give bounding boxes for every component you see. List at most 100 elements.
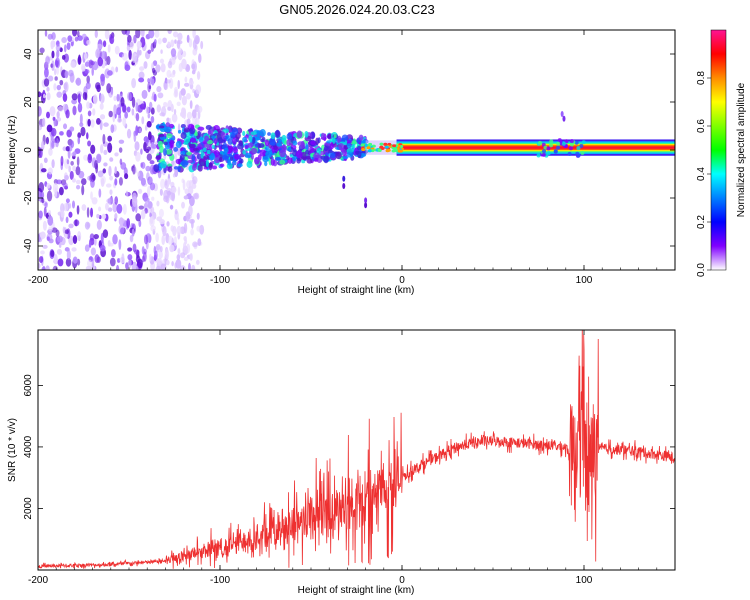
spectrogram-blob xyxy=(197,126,205,131)
spectrogram-blob xyxy=(144,124,148,131)
spectrogram-blob xyxy=(111,249,116,258)
spectrogram-blob xyxy=(160,178,166,190)
spectrogram-blob xyxy=(333,133,337,139)
spectrogram-blob xyxy=(64,232,68,239)
spectrogram-blob xyxy=(44,67,49,78)
spectrogram-blob xyxy=(112,111,116,123)
spectrogram-blob xyxy=(183,195,189,200)
spectrogram-blob xyxy=(157,92,164,99)
spectrogram-blob xyxy=(48,238,54,244)
spectrogram-blob xyxy=(579,143,584,148)
spectrogram-blob xyxy=(90,119,95,128)
spectrogram-blob xyxy=(60,210,65,218)
spectrogram-blob xyxy=(96,43,103,50)
spectrogram-blob xyxy=(76,156,80,167)
spectrogram-blob xyxy=(217,137,224,144)
spectrogram-blob xyxy=(196,225,201,232)
spectrogram-blob xyxy=(63,202,69,212)
spectrogram-blob xyxy=(68,211,73,218)
spectrogram-blob xyxy=(166,221,170,227)
spectrogram-blob xyxy=(135,125,139,136)
spectrogram-blob xyxy=(83,39,87,45)
spectrogram-blob xyxy=(254,143,258,148)
spectrogram-blob xyxy=(327,134,332,139)
spectrogram-blob xyxy=(98,206,102,212)
spectrogram-blob xyxy=(193,192,200,200)
spectrogram-blob xyxy=(65,109,70,119)
snr-plot-area xyxy=(38,330,675,570)
spectrogram-blob xyxy=(158,208,164,218)
spectrogram-blob xyxy=(190,228,194,236)
spectrogram-blob xyxy=(47,75,54,82)
spectrogram-blob xyxy=(92,174,96,181)
spectrogram-blob xyxy=(121,52,128,61)
spectrogram-blob xyxy=(42,244,48,249)
spectrogram-blob xyxy=(75,185,81,190)
spectrogram-blob xyxy=(576,153,581,158)
spectrogram-blob xyxy=(346,143,352,149)
spectrogram-blob xyxy=(338,143,344,151)
spectrogram-blob xyxy=(96,154,102,164)
spectrogram-blob xyxy=(377,148,382,152)
spectrogram-blob xyxy=(186,111,193,120)
spectrogram-xlabel: Height of straight line (km) xyxy=(298,285,415,296)
spectrogram-blob xyxy=(54,76,58,81)
spectrogram-blob xyxy=(569,142,574,147)
spectrogram-blob xyxy=(162,225,167,237)
spectrogram-blob xyxy=(152,69,158,76)
spectrogram-blob xyxy=(127,247,133,252)
spectrogram-blob xyxy=(173,86,179,95)
spectrogram-blob xyxy=(77,93,81,104)
spectrogram-blob xyxy=(137,188,143,194)
spectrogram-blob xyxy=(42,265,46,270)
spectrogram-blob xyxy=(135,30,141,39)
colorbar-ticks: 0.0 0.2 0.4 0.6 0.8 xyxy=(696,71,711,277)
spectrogram-blob xyxy=(159,188,163,196)
spectrogram-blob xyxy=(153,164,160,173)
spectrogram-blob xyxy=(107,44,111,53)
spectrogram-blob xyxy=(170,144,174,149)
spectrogram-x-tick-label: 0 xyxy=(399,275,405,286)
spectrogram-blob xyxy=(64,247,70,252)
spectrogram-blob xyxy=(126,106,131,113)
spectrogram-blob xyxy=(385,149,390,153)
spectrogram-blob xyxy=(556,141,561,146)
spectrogram-blob xyxy=(74,219,78,227)
spectrogram-blob xyxy=(159,127,167,133)
spectrogram-blob xyxy=(224,156,230,160)
spectrogram-blob xyxy=(96,219,102,230)
spectrogram-blob xyxy=(194,131,198,137)
spectrogram-blob xyxy=(136,40,142,49)
spectrogram-blob xyxy=(57,258,64,267)
spectrogram-blob xyxy=(105,183,112,188)
spectrogram-blob xyxy=(62,103,69,111)
spectrogram-blob xyxy=(92,94,98,105)
spectrogram-blob xyxy=(68,223,74,229)
spectrogram-blob xyxy=(273,145,278,150)
spectrogram-blob xyxy=(140,209,146,220)
spectrogram-blob xyxy=(38,262,41,269)
spectrogram-blob xyxy=(361,148,366,152)
spectrogram-blob xyxy=(51,50,55,59)
spectrogram-blob xyxy=(131,78,137,89)
spectrogram-blob xyxy=(574,140,579,145)
spectrogram-blob xyxy=(163,141,168,146)
spectrogram-blob xyxy=(77,231,82,242)
spectrogram-blob xyxy=(91,257,95,268)
spectrogram-blob xyxy=(53,253,58,265)
spectrogram-blob xyxy=(189,253,193,261)
spectrogram-blob xyxy=(55,44,61,52)
spectrogram-blob xyxy=(39,231,46,240)
spectrogram-blob xyxy=(197,164,203,172)
spectrogram-blob xyxy=(149,160,155,165)
spectrogram-blob xyxy=(160,63,166,73)
spectrogram-blob xyxy=(576,146,581,151)
spectrogram-blob xyxy=(75,77,82,86)
spectrogram-blob xyxy=(232,137,237,145)
spectrogram-blob xyxy=(109,175,113,181)
spectrogram-blob xyxy=(177,217,180,225)
spectrogram-blob xyxy=(292,140,298,146)
spectrogram-blob xyxy=(150,225,156,232)
spectrogram-blob xyxy=(219,150,225,155)
spectrogram-blob xyxy=(279,159,286,165)
